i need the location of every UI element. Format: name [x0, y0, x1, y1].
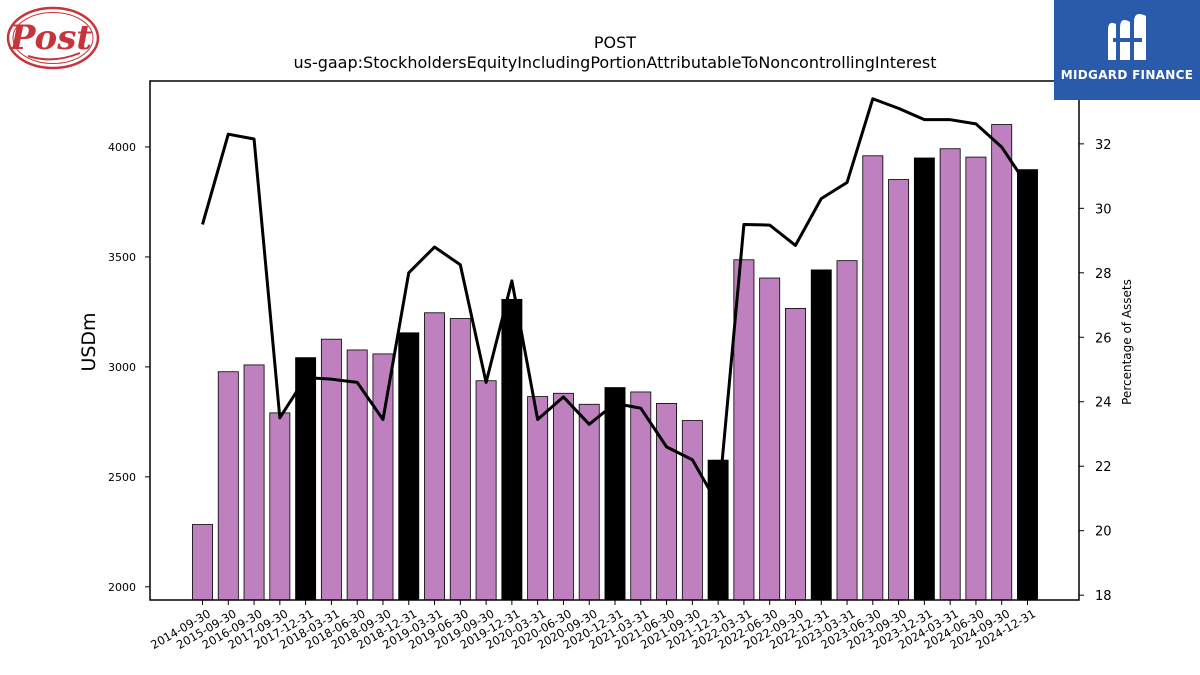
bar: [295, 357, 317, 601]
y-tick-label: 3500: [108, 251, 136, 264]
percentage-line: [201, 97, 1029, 507]
bar: [630, 391, 652, 601]
bar: [862, 155, 884, 601]
bar: [527, 396, 549, 601]
bar: [501, 298, 523, 601]
y-tick-label: 3000: [108, 361, 136, 374]
bar: [552, 392, 574, 601]
chart-subtitle: us-gaap:StockholdersEquityIncludingPorti…: [293, 53, 936, 72]
y-tick-label: 4000: [108, 141, 136, 154]
bar: [991, 124, 1013, 601]
bar: [243, 364, 265, 601]
bar: [217, 371, 239, 601]
bar: [785, 307, 806, 601]
bar-series: [192, 124, 1038, 601]
y-tick-label: 2500: [108, 471, 136, 484]
line-series: [201, 97, 1029, 507]
y2-axis-label: Percentage of Assets: [1120, 279, 1134, 405]
bar: [939, 148, 961, 601]
bar: [192, 524, 213, 601]
chart-title: POST: [594, 33, 636, 52]
midgard-m-icon: [1108, 14, 1146, 60]
y2-tick-label: 28: [1095, 267, 1112, 282]
bar: [836, 260, 858, 601]
bar: [346, 349, 368, 601]
midgard-finance-logo: MIDGARD FINANCE: [1054, 0, 1200, 100]
bar: [398, 332, 420, 601]
y2-tick-label: 32: [1095, 138, 1112, 153]
bar: [707, 459, 729, 601]
y2-tick-label: 20: [1095, 525, 1112, 540]
midgard-finance-label: MIDGARD FINANCE: [1060, 68, 1194, 82]
post-logo-text: Post: [9, 18, 92, 58]
bar: [424, 312, 445, 601]
bar: [810, 269, 832, 601]
y-axis-label: USDm: [78, 312, 100, 371]
bar: [578, 403, 600, 601]
bar: [475, 380, 497, 601]
y2-tick-label: 30: [1095, 202, 1112, 217]
bar: [372, 353, 394, 601]
bar: [759, 277, 781, 601]
bar: [913, 157, 935, 601]
bar: [1017, 169, 1038, 601]
y2-tick-label: 22: [1095, 460, 1112, 475]
y-tick-label: 2000: [108, 581, 136, 594]
bar: [681, 420, 703, 601]
y2-tick-label: 26: [1095, 331, 1112, 346]
bar: [269, 412, 291, 601]
post-logo: Post: [6, 6, 100, 70]
bar: [965, 156, 987, 601]
bar: [604, 387, 626, 601]
bar: [888, 179, 910, 601]
bar: [449, 318, 471, 601]
y2-tick-label: 24: [1095, 396, 1112, 411]
bar: [656, 402, 678, 601]
y2-tick-label: 18: [1095, 589, 1112, 604]
